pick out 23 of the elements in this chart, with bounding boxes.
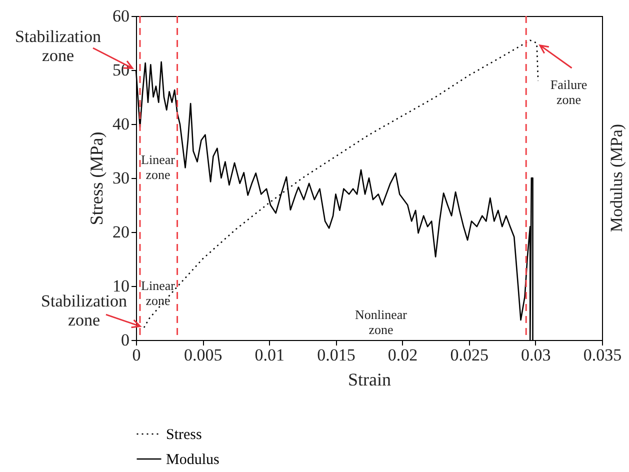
x-tick-label: 0.025 — [450, 346, 488, 364]
x-tick-label: 0 — [132, 346, 141, 364]
annotation: Failure zone — [550, 77, 588, 107]
annotation: Linear zone — [141, 152, 176, 182]
x-tick-label: 0.005 — [184, 346, 222, 364]
y-tick-label: 20 — [112, 222, 130, 242]
y2-axis-title: Modulus (MPa) — [607, 124, 626, 232]
x-tick-label: 0.01 — [254, 346, 285, 364]
y-tick-label: 0 — [121, 330, 130, 350]
x-tick-label: 0.03 — [521, 346, 551, 364]
legend-label: Modulus — [166, 452, 220, 468]
annotation: Nonlinear zone — [355, 307, 408, 337]
x-tick-label: 0.035 — [583, 346, 622, 364]
legend-label: Stress — [166, 427, 202, 443]
y-tick-label: 30 — [112, 168, 130, 188]
x-tick-label: 0.02 — [388, 346, 418, 364]
annotation: Stabilization zone — [15, 27, 102, 65]
x-axis-title: Strain — [348, 370, 391, 390]
annotation: Linear zone — [141, 278, 176, 308]
x-tick-label: 0.015 — [317, 346, 356, 364]
y-tick-label: 40 — [112, 114, 130, 134]
y-axis-title: Stress (MPa) — [86, 132, 106, 226]
y-tick-label: 60 — [112, 6, 130, 26]
